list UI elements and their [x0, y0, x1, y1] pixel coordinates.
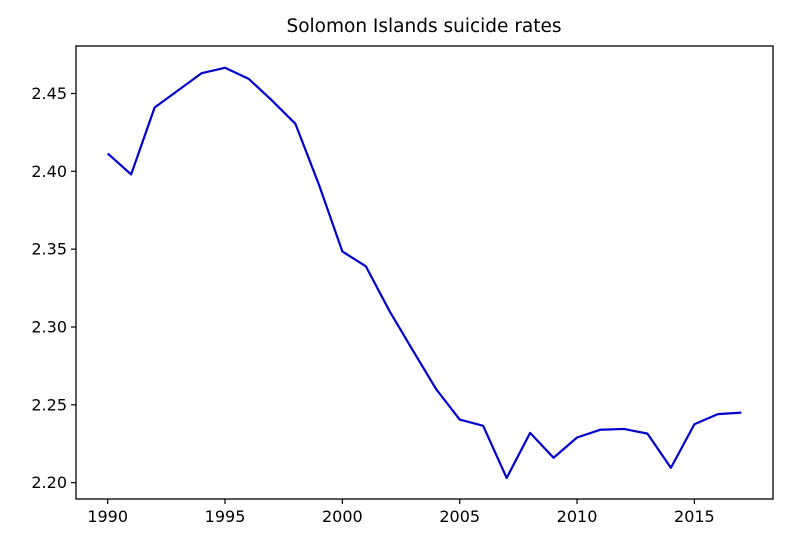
y-tick-label-3: 2.35: [31, 240, 67, 259]
x-tick-label-2015: 2015: [674, 507, 715, 526]
y-tick-label-1: 2.25: [31, 395, 67, 414]
x-tick-label-2000: 2000: [322, 507, 363, 526]
y-tick-label-2: 2.30: [31, 317, 67, 336]
y-tick-label-4: 2.40: [31, 162, 67, 181]
series-line-0: [106, 66, 742, 480]
y-axis: 2.20 2.25 2.30 2.35 2.40 2.45: [31, 84, 76, 492]
plot-area: [106, 66, 742, 480]
y-tick-label-5: 2.45: [31, 84, 67, 103]
plot-frame: [75, 45, 774, 500]
x-tick-label-1995: 1995: [205, 507, 246, 526]
x-tick-label-1990: 1990: [87, 507, 128, 526]
x-tick-label-2010: 2010: [557, 507, 598, 526]
y-tick-label-0: 2.20: [31, 473, 67, 492]
x-axis: 1990 1995 2000 2005 2010 2015: [87, 499, 715, 526]
chart-title: Solomon Islands suicide rates: [286, 16, 561, 37]
x-tick-label-2005: 2005: [439, 507, 480, 526]
